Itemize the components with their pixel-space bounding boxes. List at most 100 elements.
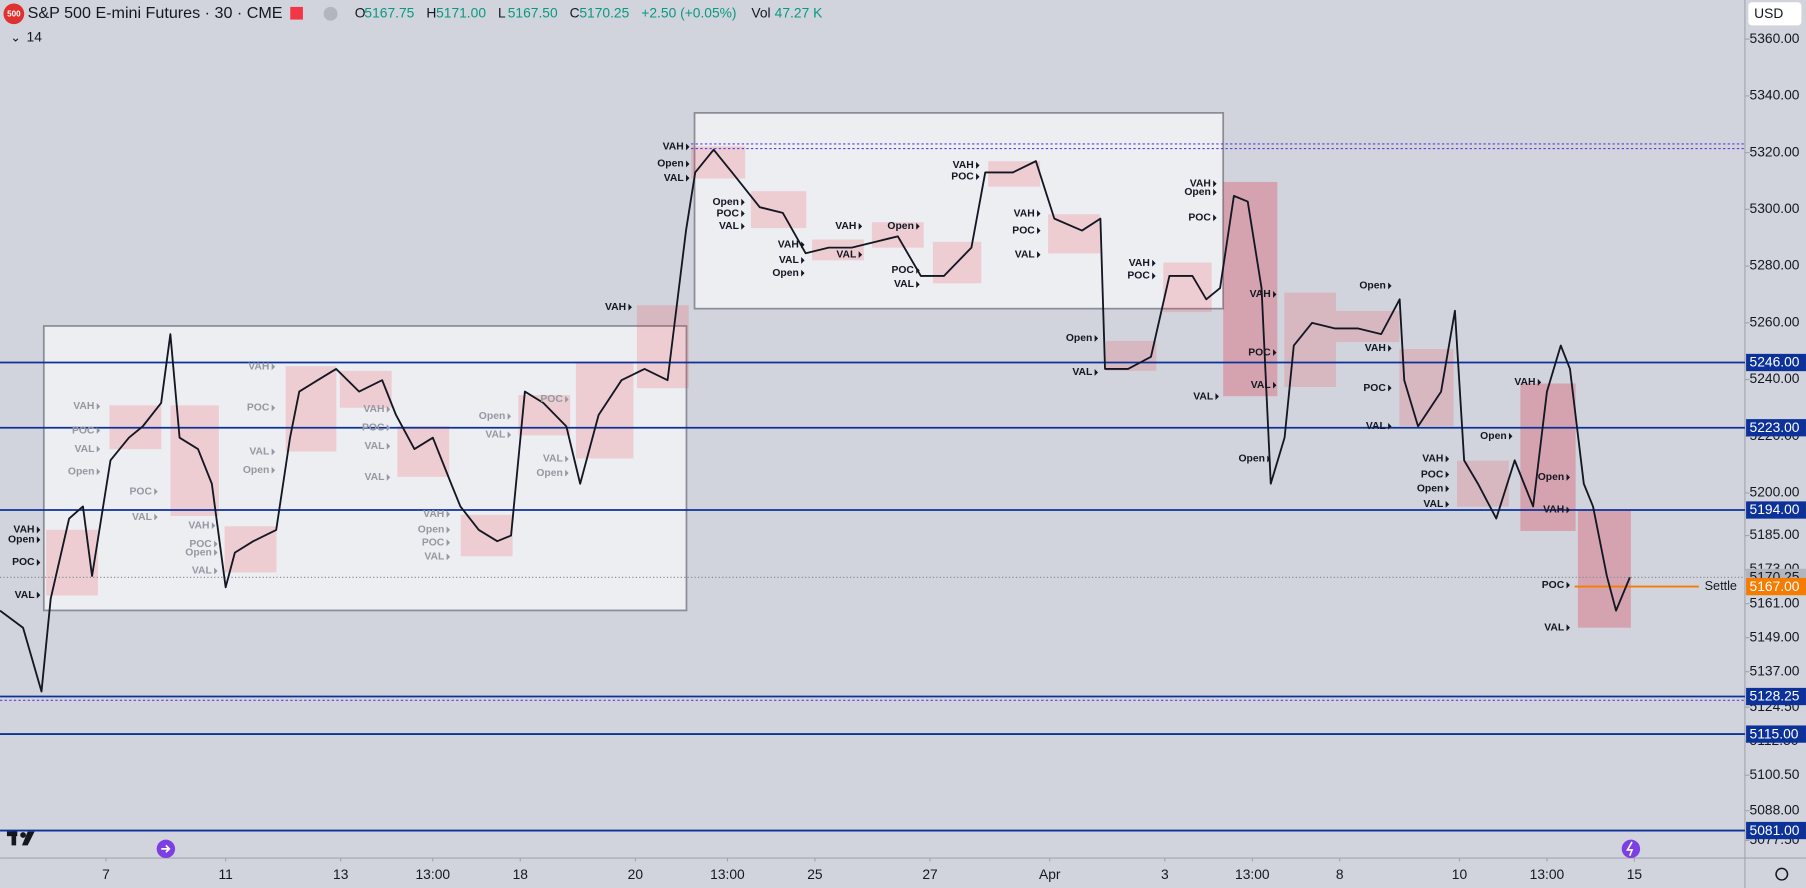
annotation: VAH (1422, 454, 1443, 465)
annotation-marker (36, 591, 41, 599)
x-tick-label: 13:00 (710, 866, 745, 882)
annotation-marker (686, 174, 690, 182)
annotation: VAH (248, 361, 269, 372)
ohlc-value: 5167.50 (508, 4, 558, 20)
annotation-marker (1388, 282, 1392, 290)
annotation-marker (628, 303, 632, 311)
annotation-marker (1566, 473, 1570, 481)
annotation: Open (536, 468, 562, 479)
annotation-marker (1152, 272, 1156, 280)
annotation-marker (1152, 259, 1156, 267)
x-tick-label: 8 (1336, 866, 1344, 882)
annotation-marker (386, 405, 391, 413)
annotation-marker (386, 442, 391, 450)
annotation-marker (271, 448, 276, 456)
session-box (42, 325, 688, 612)
annotation-marker (96, 403, 101, 410)
annotation-marker (1388, 422, 1392, 430)
annotation-marker (507, 431, 512, 439)
ohlc-change: +2.50 (+0.05%) (641, 4, 736, 20)
annotation-marker (154, 488, 158, 496)
annotation-marker (686, 160, 690, 168)
y-tick-label: 5137.00 (1750, 662, 1800, 678)
annotation-marker (686, 143, 690, 151)
y-tick-label: 5280.00 (1750, 257, 1800, 273)
annotation: POC (717, 208, 740, 219)
level-label-box (1746, 501, 1806, 519)
level-label-box (1746, 725, 1806, 743)
annotation: Open (712, 197, 738, 208)
x-tick-label: Apr (1039, 866, 1061, 882)
y-tick-label: 5149.00 (1750, 628, 1800, 644)
event-icon[interactable] (1621, 839, 1641, 859)
annotation: VAL (1251, 380, 1272, 391)
annotation: VAL (779, 255, 800, 266)
annotation-marker (446, 539, 451, 547)
indicator-chevron[interactable]: ⌄ (10, 30, 21, 44)
annotation: Open (418, 525, 444, 536)
annotation: VAL (15, 590, 36, 601)
annotation: VAL (74, 444, 95, 455)
annotation: POC (540, 394, 563, 405)
x-tick-label: 13:00 (416, 866, 451, 882)
currency: USD (1754, 5, 1783, 21)
session-box (693, 112, 1225, 310)
annotation: VAH (188, 520, 209, 531)
annotation: VAL (249, 447, 270, 458)
settings-icon[interactable] (1775, 867, 1789, 881)
annotation: Open (68, 466, 94, 477)
annotation: Open (772, 268, 798, 279)
x-tick-label: 10 (1452, 866, 1468, 882)
annotation-marker (271, 466, 276, 474)
level-label: 5223.00 (1750, 419, 1800, 435)
annotation: POC (1248, 347, 1271, 358)
y-tick-label: 5100.50 (1750, 766, 1800, 782)
toggle[interactable] (323, 6, 338, 21)
plot: 5360.00 5340.00 5320.00 5300.00 5280.00 5260.… (0, 30, 1806, 882)
annotation-marker (1566, 624, 1570, 632)
annotation: VAH (1014, 208, 1035, 219)
annotation-marker (1445, 455, 1450, 463)
x-tick-label: 25 (807, 866, 823, 882)
ohlc-value: 5171.00 (436, 4, 486, 20)
annotation: VAH (778, 240, 799, 251)
y-tick-label: 5161.00 (1750, 594, 1800, 610)
volume-key: Vol (751, 4, 770, 20)
y-tick-label: 5200.00 (1750, 484, 1800, 500)
annotation-marker (36, 526, 41, 534)
x-tick-label: 15 (1627, 866, 1643, 882)
annotation: VAL (485, 430, 506, 441)
annotation-marker (1213, 180, 1217, 188)
ohlc-key: C (570, 4, 580, 20)
profile-lines (0, 143, 1745, 701)
symbol-title[interactable]: S&P 500 E-mini Futures · 30 · CME (28, 4, 283, 22)
annotation: VAH (835, 221, 856, 232)
annotation-marker (801, 241, 805, 249)
annotation-marker (565, 395, 569, 403)
annotation: POC (189, 539, 212, 550)
x-tick-label: 20 (628, 866, 644, 882)
x-tick-label: 18 (513, 866, 529, 882)
annotation: Open (1184, 187, 1210, 198)
annotation-marker (976, 173, 980, 181)
annotation-marker (1037, 251, 1041, 259)
annotation: VAL (1423, 499, 1444, 510)
annotation-marker (214, 549, 218, 557)
annotation: Open (1417, 483, 1443, 494)
annotation-marker (1094, 334, 1099, 342)
y-tick-label: 5360.00 (1750, 30, 1800, 46)
ohlc-value: 5170.25 (579, 4, 629, 20)
level-label: 5081.00 (1750, 822, 1800, 838)
annotation: Open (657, 159, 683, 170)
annotation-marker (211, 522, 216, 530)
annotation: POC (1421, 469, 1444, 480)
x-tick-label: 13:00 (1235, 866, 1270, 882)
annotation-marker (1388, 344, 1392, 352)
annotation: VAL (1193, 391, 1214, 402)
currency-button[interactable] (1748, 2, 1802, 26)
flag[interactable] (290, 6, 303, 20)
annotation-marker (916, 281, 920, 288)
level-label: 5194.00 (1750, 501, 1800, 517)
annotation-marker (801, 256, 805, 264)
